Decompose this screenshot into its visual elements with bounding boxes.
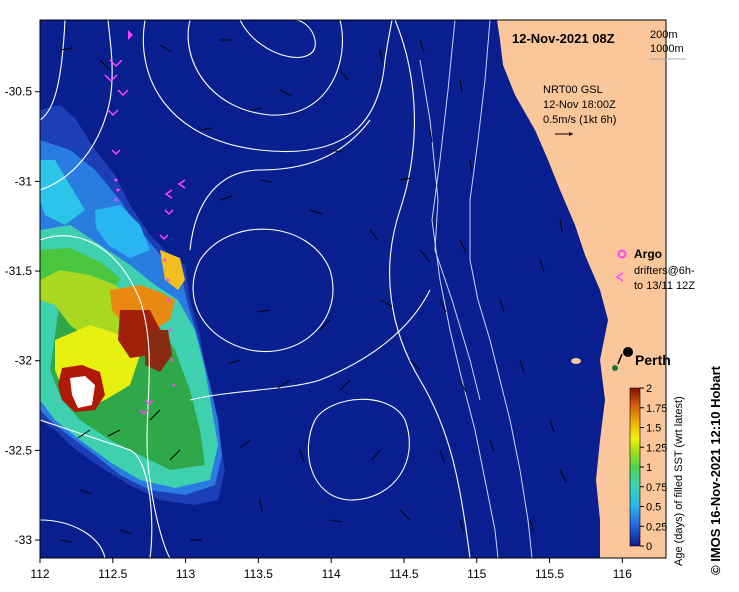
- x-tick-label: 114.5: [389, 567, 418, 581]
- land-mass: [497, 20, 666, 558]
- colorbar-tick-label: 1.5: [646, 423, 661, 435]
- drifters-label-line2: to 13/11 12Z: [634, 280, 695, 292]
- drifter-icon: [615, 272, 624, 282]
- scale-arrow-icon: [555, 132, 573, 136]
- y-axis: -30.5 -31 -31.5 -32 -32.5 -33: [5, 85, 40, 547]
- colorbar-tick-label: 0: [646, 541, 652, 553]
- drifter-tracks: [104, 30, 186, 416]
- credit-text: © IMOS 16-Nov-2021 12:10 Hobart: [708, 366, 723, 575]
- colorbar-tick-label: 0.5: [646, 502, 661, 514]
- colorbar-tick-label: 1.75: [646, 403, 667, 415]
- rottnest-island: [571, 358, 581, 364]
- plot-frame: [39, 19, 667, 559]
- x-tick-label: 115.5: [535, 567, 564, 581]
- bathy-label-200m: 200m: [650, 29, 678, 41]
- ssh-contours: [40, 20, 471, 558]
- y-tick-label: -31: [15, 174, 33, 188]
- place-label-perth: Perth: [635, 352, 671, 368]
- current-source-line3: 0.5m/s (1kt 6h): [543, 114, 616, 126]
- y-tick-label: -30.5: [5, 85, 33, 99]
- map-title: 12-Nov-2021 08Z: [512, 31, 615, 46]
- x-tick-label: 113: [176, 567, 195, 581]
- colorbar-tick-label: 1.25: [646, 442, 667, 454]
- colorbar-tick-label: 1: [646, 462, 652, 474]
- colorbar-tick-label: 0.25: [646, 521, 667, 533]
- x-tick-label: 112.5: [98, 567, 127, 581]
- current-source-line1: NRT00 GSL: [543, 84, 603, 96]
- colorbar-tick-label: 0.75: [646, 482, 667, 494]
- colorbar-tick-label: 2: [646, 383, 652, 395]
- x-axis: 112 112.5 113 113.5 114 114.5 115 115.5 116: [30, 558, 632, 581]
- colorbar-label: Age (days) of filled SST (wrt latest): [673, 396, 685, 566]
- argo-label: Argo: [634, 247, 662, 261]
- x-tick-label: 115: [467, 567, 486, 581]
- y-tick-label: -31.5: [5, 264, 33, 278]
- x-tick-label: 116: [613, 567, 632, 581]
- perth-marker: [612, 347, 633, 371]
- bathy-label-1000m: 1000m: [650, 43, 684, 55]
- current-arrows: [59, 39, 567, 543]
- x-tick-label: 112: [30, 567, 49, 581]
- colorbar-ticks: 2 1.75 1.5 1.25 1 0.75 0.5 0.25 0: [640, 383, 667, 553]
- argo-icon: [617, 249, 627, 259]
- y-tick-label: -32.5: [5, 443, 33, 457]
- bathymetry-contours: [419, 20, 533, 558]
- y-tick-label: -32: [15, 354, 33, 368]
- drifters-label-line1: drifters@6h-: [634, 265, 695, 277]
- x-tick-label: 113.5: [244, 567, 273, 581]
- x-tick-label: 114: [322, 567, 341, 581]
- colorbar: [629, 387, 641, 547]
- current-source-line2: 12-Nov 18:00Z: [543, 99, 616, 111]
- y-tick-label: -33: [15, 533, 33, 547]
- sst-age-patch: [40, 105, 225, 505]
